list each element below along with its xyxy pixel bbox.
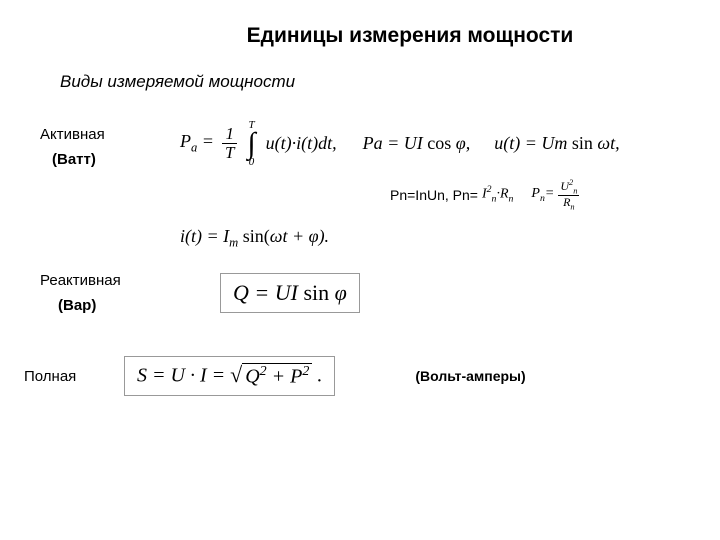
active-label-col: Активная (Ватт) (40, 120, 180, 168)
pn-f2-frac: U2n Rn (558, 178, 579, 212)
u-t-formula: u(t) = Um sin ωt, (494, 133, 619, 154)
full-formula-col: S = U · I = √Q2 + P2 . (124, 356, 335, 396)
active-formula-line2: i(t) = Im sin(ωt + φ). (180, 226, 680, 251)
subtitle: Виды измеряемой мощности (60, 72, 680, 92)
integral-body: u(t)·i(t)dt, (266, 133, 337, 154)
pn-f1: I2n·Rn (482, 184, 513, 204)
full-label: Полная (24, 368, 124, 385)
pn-f2-lhs: Pn= (531, 186, 554, 204)
active-formula-col: Pa = 1 T T ∫ 0 u(t)·i(t)dt, Pa = UI cos … (180, 120, 680, 250)
active-unit: (Ватт) (52, 151, 180, 168)
reactive-unit: (Вар) (58, 297, 180, 314)
full-unit: (Вольт-амперы) (415, 368, 525, 384)
active-formula-line1: Pa = 1 T T ∫ 0 u(t)·i(t)dt, Pa = UI cos … (180, 120, 680, 168)
page-title: Единицы измерения мощности (140, 24, 680, 48)
pa-lhs: Pa = (180, 131, 214, 156)
full-power-row: Полная S = U · I = √Q2 + P2 . (Вольт-амп… (24, 356, 680, 396)
active-power-row: Активная (Ватт) Pa = 1 T T ∫ 0 u(t)·i(t)… (40, 120, 680, 250)
integral-icon: T ∫ 0 (247, 120, 255, 168)
reactive-label: Реактивная (40, 272, 180, 289)
pn-line: Pn=InUn, Pn= I2n·Rn Pn= U2n Rn (390, 178, 680, 212)
pn-text: Pn=InUn, Pn= (390, 187, 478, 203)
reactive-formula-col: Q = UI sin φ (220, 273, 680, 313)
active-label: Активная (40, 126, 180, 143)
frac-1-over-T: 1 T (222, 125, 237, 163)
reactive-formula-box: Q = UI sin φ (220, 273, 360, 313)
full-formula-box: S = U · I = √Q2 + P2 . (124, 356, 335, 396)
reactive-label-col: Реактивная (Вар) (40, 272, 180, 314)
pa-ui-cos: Pa = UI cos φ, (363, 133, 471, 154)
reactive-power-row: Реактивная (Вар) Q = UI sin φ (40, 272, 680, 314)
